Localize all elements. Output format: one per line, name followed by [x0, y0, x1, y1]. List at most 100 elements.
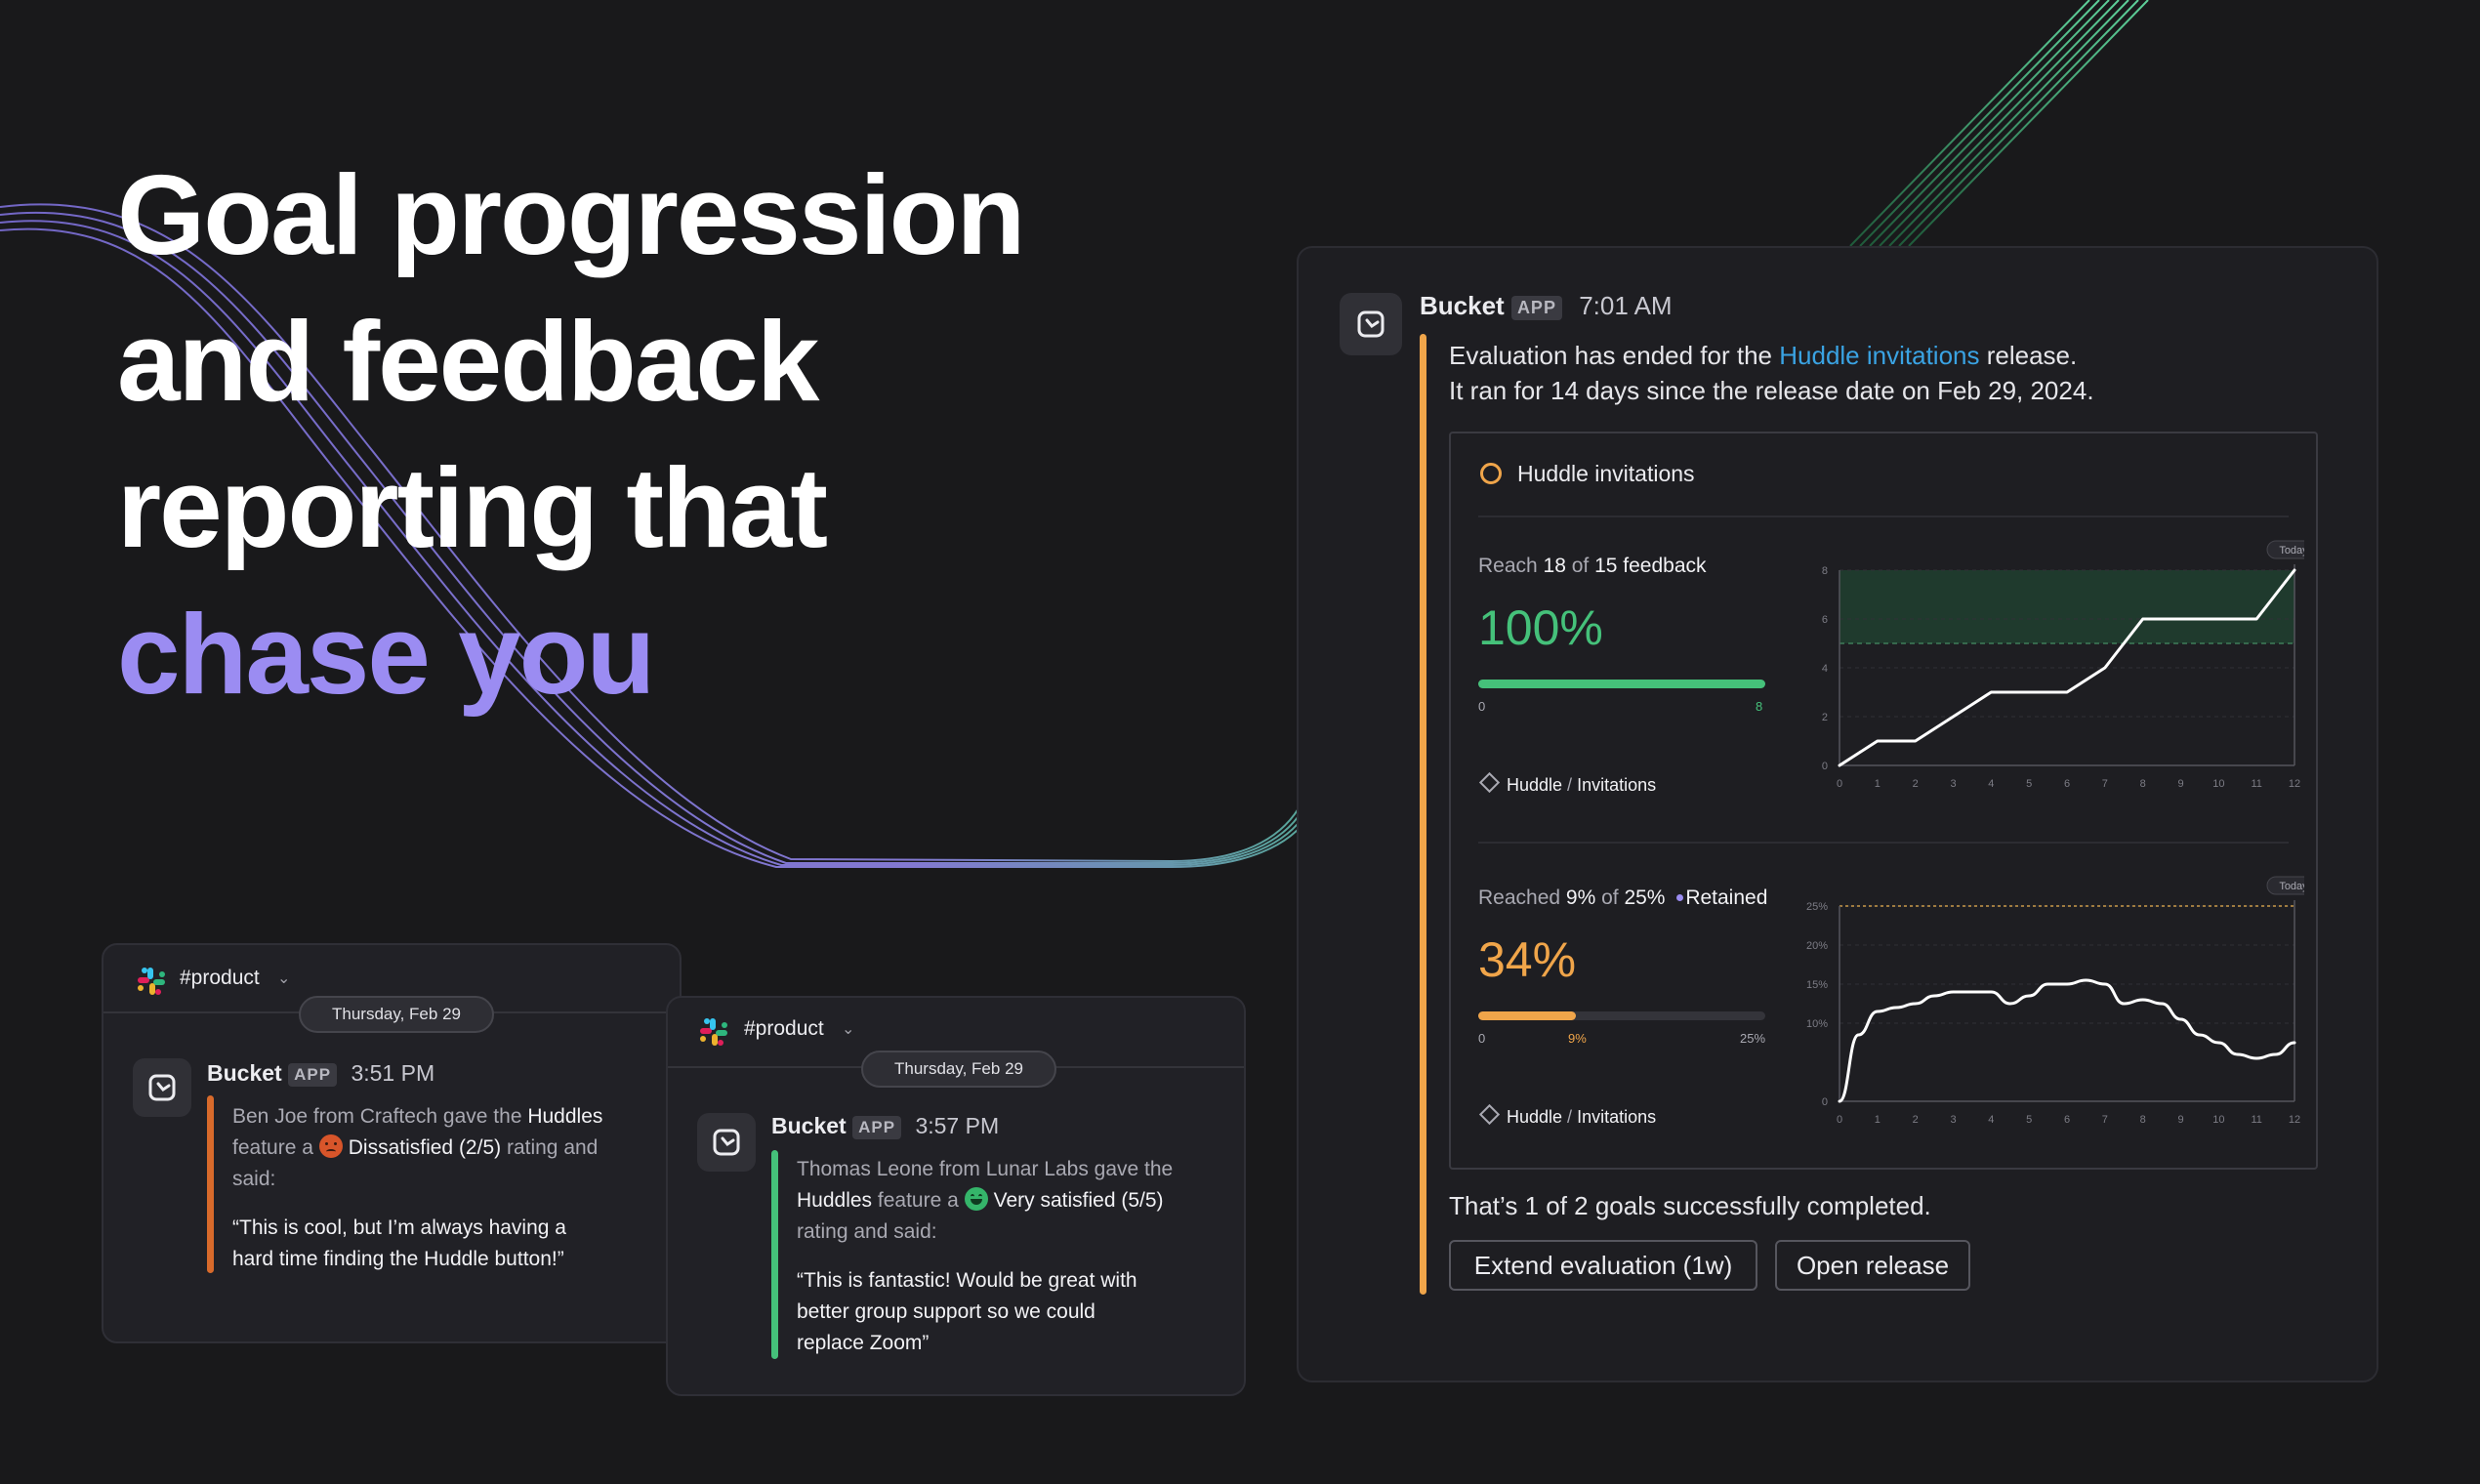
bucket-app-icon[interactable]: [133, 1058, 191, 1117]
goal2-bar-max: 25%: [1740, 1031, 1766, 1046]
x-tick-label: 2: [1913, 1114, 1919, 1126]
sender-name[interactable]: Bucket: [771, 1113, 847, 1138]
goal2-line-chart: 010%15%20%25%0123456789101112Today: [1806, 876, 2304, 1126]
bucket-app-icon[interactable]: [697, 1113, 756, 1172]
x-tick-label: 12: [2289, 1114, 2300, 1126]
x-tick-label: 4: [1988, 1114, 1994, 1126]
goal1-progress-fill: [1478, 680, 1765, 688]
x-tick-label: 5: [2026, 1114, 2032, 1126]
x-tick-label: 8: [2140, 1114, 2146, 1126]
y-tick-label: 15%: [1806, 979, 1828, 991]
x-tick-label: 8: [2140, 778, 2146, 790]
quote-line: hard time finding the Huddle button!”: [232, 1248, 564, 1270]
channel-name[interactable]: #product: [744, 1017, 824, 1040]
y-tick-label: 25%: [1806, 901, 1828, 913]
message-text: rating and said:: [797, 1220, 937, 1243]
message-text: Thomas Leone from Lunar Labs gave the: [797, 1158, 1174, 1180]
goal1-bar-min: 0: [1478, 699, 1486, 714]
message-text: rating and: [501, 1136, 599, 1159]
message-text: feature a: [872, 1189, 965, 1212]
retained-dot-icon: [1676, 894, 1684, 901]
x-tick-label: 1: [1875, 1114, 1881, 1126]
x-tick-label: 10: [2212, 1114, 2224, 1126]
goal1-bar-max: 8: [1756, 699, 1763, 714]
today-label: Today: [2279, 881, 2304, 892]
diamond-icon: [1478, 1103, 1501, 1126]
y-tick-label: 20%: [1806, 940, 1828, 952]
goal2-progress-fill: [1478, 1011, 1576, 1020]
goal1-label: Reach 18 of 15 feedback: [1478, 555, 1707, 577]
goal2-label: Reached 9% of 25% Retained: [1478, 886, 1768, 909]
bucket-app-icon[interactable]: [1340, 293, 1402, 355]
y-tick-label: 0: [1822, 761, 1828, 772]
date-pill[interactable]: Thursday, Feb 29: [299, 996, 494, 1033]
rating-label: Very satisfied (5/5): [993, 1189, 1164, 1212]
x-tick-label: 0: [1837, 1114, 1842, 1126]
series-line: [1838, 978, 2296, 1103]
x-tick-label: 11: [2251, 778, 2261, 790]
rating-bar-negative: [207, 1095, 214, 1273]
diamond-icon: [1478, 771, 1501, 794]
evaluation-report-panel: Bucket APP 7:01 AM Evaluation has ended …: [1297, 246, 2378, 1382]
message-time[interactable]: 3:51 PM: [351, 1060, 435, 1086]
goal2-breadcrumb: Huddle / Invitations: [1478, 1103, 1656, 1128]
x-tick-label: 7: [2102, 778, 2108, 790]
hero-line-3: reporting that: [117, 444, 828, 571]
goal2-bar-min: 0: [1478, 1031, 1486, 1046]
rating-bar-positive: [771, 1150, 778, 1359]
channel-name[interactable]: #product: [180, 967, 260, 989]
today-pill: [2266, 540, 2304, 559]
goals-card: Huddle invitations Reach 18 of 15 feedba…: [1449, 432, 2318, 1170]
goal1-breadcrumb: Huddle / Invitations: [1478, 771, 1656, 796]
summary-text: That’s 1 of 2 goals successfully complet…: [1449, 1191, 1931, 1220]
x-tick-label: 3: [1950, 1114, 1956, 1126]
message-time[interactable]: 3:57 PM: [915, 1113, 1000, 1138]
goal2-percent: 34%: [1478, 932, 1577, 987]
open-release-button[interactable]: Open release: [1775, 1240, 1970, 1291]
goal-band: [1839, 570, 2294, 643]
hero-line-4-accent: chase you: [117, 591, 655, 718]
goal-divider: [1478, 842, 2289, 844]
release-link[interactable]: Huddle invitations: [1779, 341, 1980, 370]
slack-message-card-left: #product ⌄ Thursday, Feb 29 Bucket APP 3…: [102, 943, 682, 1343]
x-tick-label: 0: [1837, 778, 1842, 790]
x-tick-label: 5: [2026, 778, 2032, 790]
extend-evaluation-button[interactable]: Extend evaluation (1w): [1449, 1240, 1757, 1291]
message-body: Thomas Leone from Lunar Labs gave the Hu…: [797, 1154, 1226, 1359]
status-circle-icon: [1480, 463, 1502, 484]
x-tick-label: 9: [2177, 1114, 2183, 1126]
rating-label: Dissatisfied (2/5): [348, 1136, 502, 1159]
hero-headline: Goal progression and feedback reporting …: [117, 142, 1142, 727]
hero-line-1: Goal progression: [117, 151, 1025, 278]
chevron-down-icon[interactable]: ⌄: [842, 1021, 855, 1038]
slack-logo-icon: [135, 965, 168, 998]
x-tick-label: 4: [1988, 778, 1994, 790]
today-pill: [2266, 876, 2304, 895]
intro-text-line2: It ran for 14 days since the release dat…: [1449, 376, 2094, 405]
x-tick-label: 6: [2064, 778, 2070, 790]
slack-logo-icon: [697, 1015, 730, 1049]
date-pill[interactable]: Thursday, Feb 29: [861, 1051, 1056, 1088]
card-title: Huddle invitations: [1517, 461, 1695, 486]
intro-text: Evaluation has ended for the: [1449, 341, 1780, 370]
quote-line: better group support so we could: [797, 1300, 1095, 1323]
sender-name[interactable]: Bucket: [207, 1060, 282, 1086]
chevron-down-icon[interactable]: ⌄: [277, 970, 291, 987]
angry-face-icon: [318, 1134, 343, 1158]
x-tick-label: 2: [1913, 778, 1919, 790]
series-line: [1838, 568, 2296, 767]
goal1-percent: 100%: [1478, 600, 1603, 655]
x-tick-label: 12: [2289, 778, 2300, 790]
feature-name: Huddles: [527, 1105, 603, 1128]
goal1-line-chart: 024680123456789101112Today: [1822, 540, 2304, 790]
quote-line: replace Zoom”: [797, 1332, 930, 1354]
x-tick-label: 7: [2102, 1114, 2108, 1126]
message-time[interactable]: 7:01 AM: [1579, 291, 1673, 320]
y-tick-label: 0: [1822, 1096, 1828, 1108]
sender-name[interactable]: Bucket: [1420, 291, 1505, 320]
x-tick-label: 1: [1875, 778, 1881, 790]
feature-name: Huddles: [797, 1189, 873, 1212]
app-badge: APP: [288, 1062, 338, 1087]
happy-face-icon: [964, 1187, 988, 1211]
